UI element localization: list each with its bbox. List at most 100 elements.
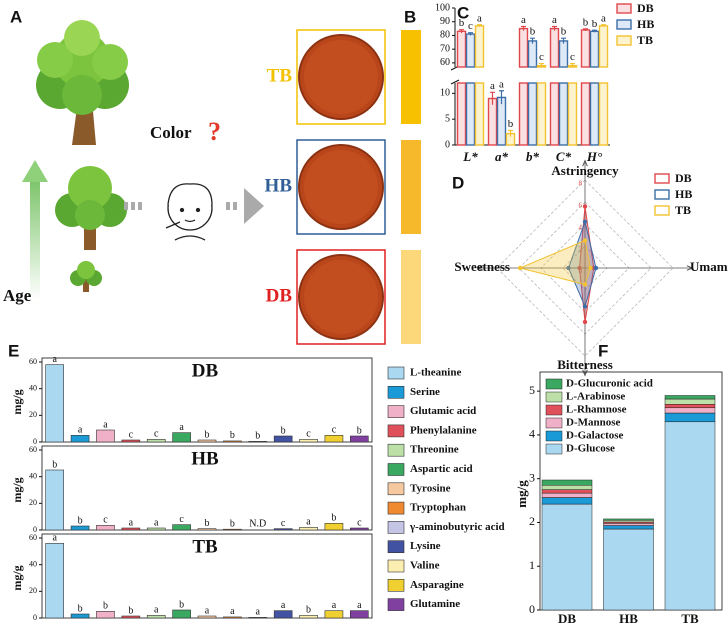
legend-label: D-Galactose — [566, 430, 624, 442]
bar — [518, 27, 529, 68]
legend-label: DB — [675, 171, 692, 185]
error-bar — [521, 25, 526, 31]
bar — [146, 527, 166, 531]
data-label: b — [230, 518, 235, 529]
panel-letter: B — [404, 7, 416, 26]
y-tick-label: 60 — [440, 57, 450, 68]
bar — [527, 82, 538, 146]
y-tick-label: 70 — [440, 43, 450, 54]
data-label: c — [129, 429, 134, 440]
y-tick-label: 0 — [33, 437, 37, 446]
bar — [96, 611, 115, 619]
bar — [70, 435, 90, 443]
bar — [197, 439, 217, 443]
bar — [299, 615, 318, 619]
bar — [248, 441, 268, 443]
bar — [96, 429, 115, 443]
y-axis-label: mg/g — [10, 477, 24, 502]
data-label: c — [357, 517, 362, 528]
bar — [248, 617, 268, 619]
data-label: a — [306, 517, 311, 528]
panel-title: TB — [192, 536, 218, 557]
bar-segment — [664, 398, 716, 405]
legend-swatch — [387, 598, 405, 611]
data-label: a — [490, 80, 495, 92]
panel-letter: D — [452, 173, 464, 192]
legend-swatch — [616, 3, 632, 14]
data-label: b — [561, 26, 567, 38]
bar-segment — [664, 407, 716, 414]
legend-swatch — [654, 189, 670, 200]
legend-label: D-Glucuronic acid — [566, 378, 653, 390]
data-label: c — [306, 429, 311, 440]
r-tick-label: 6 — [579, 202, 583, 210]
error-bar — [530, 37, 535, 44]
data-label: c — [281, 518, 286, 529]
color-swatch — [401, 30, 421, 124]
error-bar — [552, 25, 557, 31]
data-label: b — [78, 515, 83, 526]
legend-label: Glutamine — [410, 598, 460, 610]
bar — [146, 615, 166, 619]
error-bar — [539, 62, 544, 68]
bar-segment — [541, 492, 593, 498]
axis-label: Umami — [690, 259, 728, 274]
bar-segment — [603, 528, 654, 611]
data-label: b — [128, 605, 133, 616]
y-tick-label: 4 — [529, 427, 535, 441]
data-label: b — [52, 459, 57, 470]
r-tick-label: 2 — [579, 246, 583, 254]
legend-label: TB — [637, 33, 653, 47]
y-tick-label: 60 — [29, 357, 37, 366]
bar-segment — [603, 523, 654, 526]
error-bar — [499, 90, 504, 105]
error-bar — [592, 29, 597, 33]
bar — [299, 439, 318, 443]
bar — [146, 439, 166, 443]
error-bar — [468, 32, 473, 36]
bar-segment — [603, 520, 654, 523]
data-label: a — [205, 605, 210, 616]
x-tick-label: HB — [619, 611, 638, 626]
data-label: c — [468, 20, 473, 32]
data-label: b — [281, 425, 286, 436]
legend-swatch — [545, 417, 563, 429]
bar — [487, 97, 498, 146]
legend-swatch — [545, 430, 563, 442]
data-label: c — [539, 51, 544, 63]
radar-point — [582, 219, 588, 224]
data-label: a — [154, 605, 159, 616]
data-label: b — [103, 601, 108, 612]
data-label: a — [281, 600, 286, 611]
legend-label: D-Glucose — [566, 443, 615, 455]
legend-label: γ-aminobutyric acid — [409, 521, 505, 533]
bar — [121, 439, 141, 443]
y-tick-label: 60 — [29, 533, 37, 542]
legend-swatch — [545, 443, 563, 455]
legend-label: TB — [675, 203, 691, 217]
data-label: a — [256, 607, 261, 618]
age-arrow-head — [22, 160, 48, 182]
radar-point — [582, 204, 588, 209]
data-label: a — [230, 606, 235, 617]
data-label: a — [154, 517, 159, 528]
legend-swatch — [616, 19, 632, 30]
legend-swatch — [387, 463, 405, 476]
dish-label: HB — [265, 175, 293, 196]
data-label: b — [331, 513, 336, 524]
bar-segment — [541, 489, 593, 494]
r-tick-label: 0 — [579, 268, 583, 276]
radar-point — [582, 238, 588, 243]
error-bar — [583, 28, 588, 32]
y-tick-label: 0 — [33, 525, 37, 534]
legend-swatch — [387, 559, 405, 573]
data-label: N.D — [249, 518, 266, 529]
error-bar — [477, 24, 482, 27]
data-label: a — [477, 12, 482, 24]
legend-label: Valine — [410, 560, 440, 572]
legend-swatch — [545, 391, 563, 403]
panel-letter: A — [10, 7, 22, 26]
r-tick-label: 4 — [579, 224, 583, 232]
y-tick-label: 40 — [29, 559, 37, 568]
bar — [558, 82, 569, 146]
